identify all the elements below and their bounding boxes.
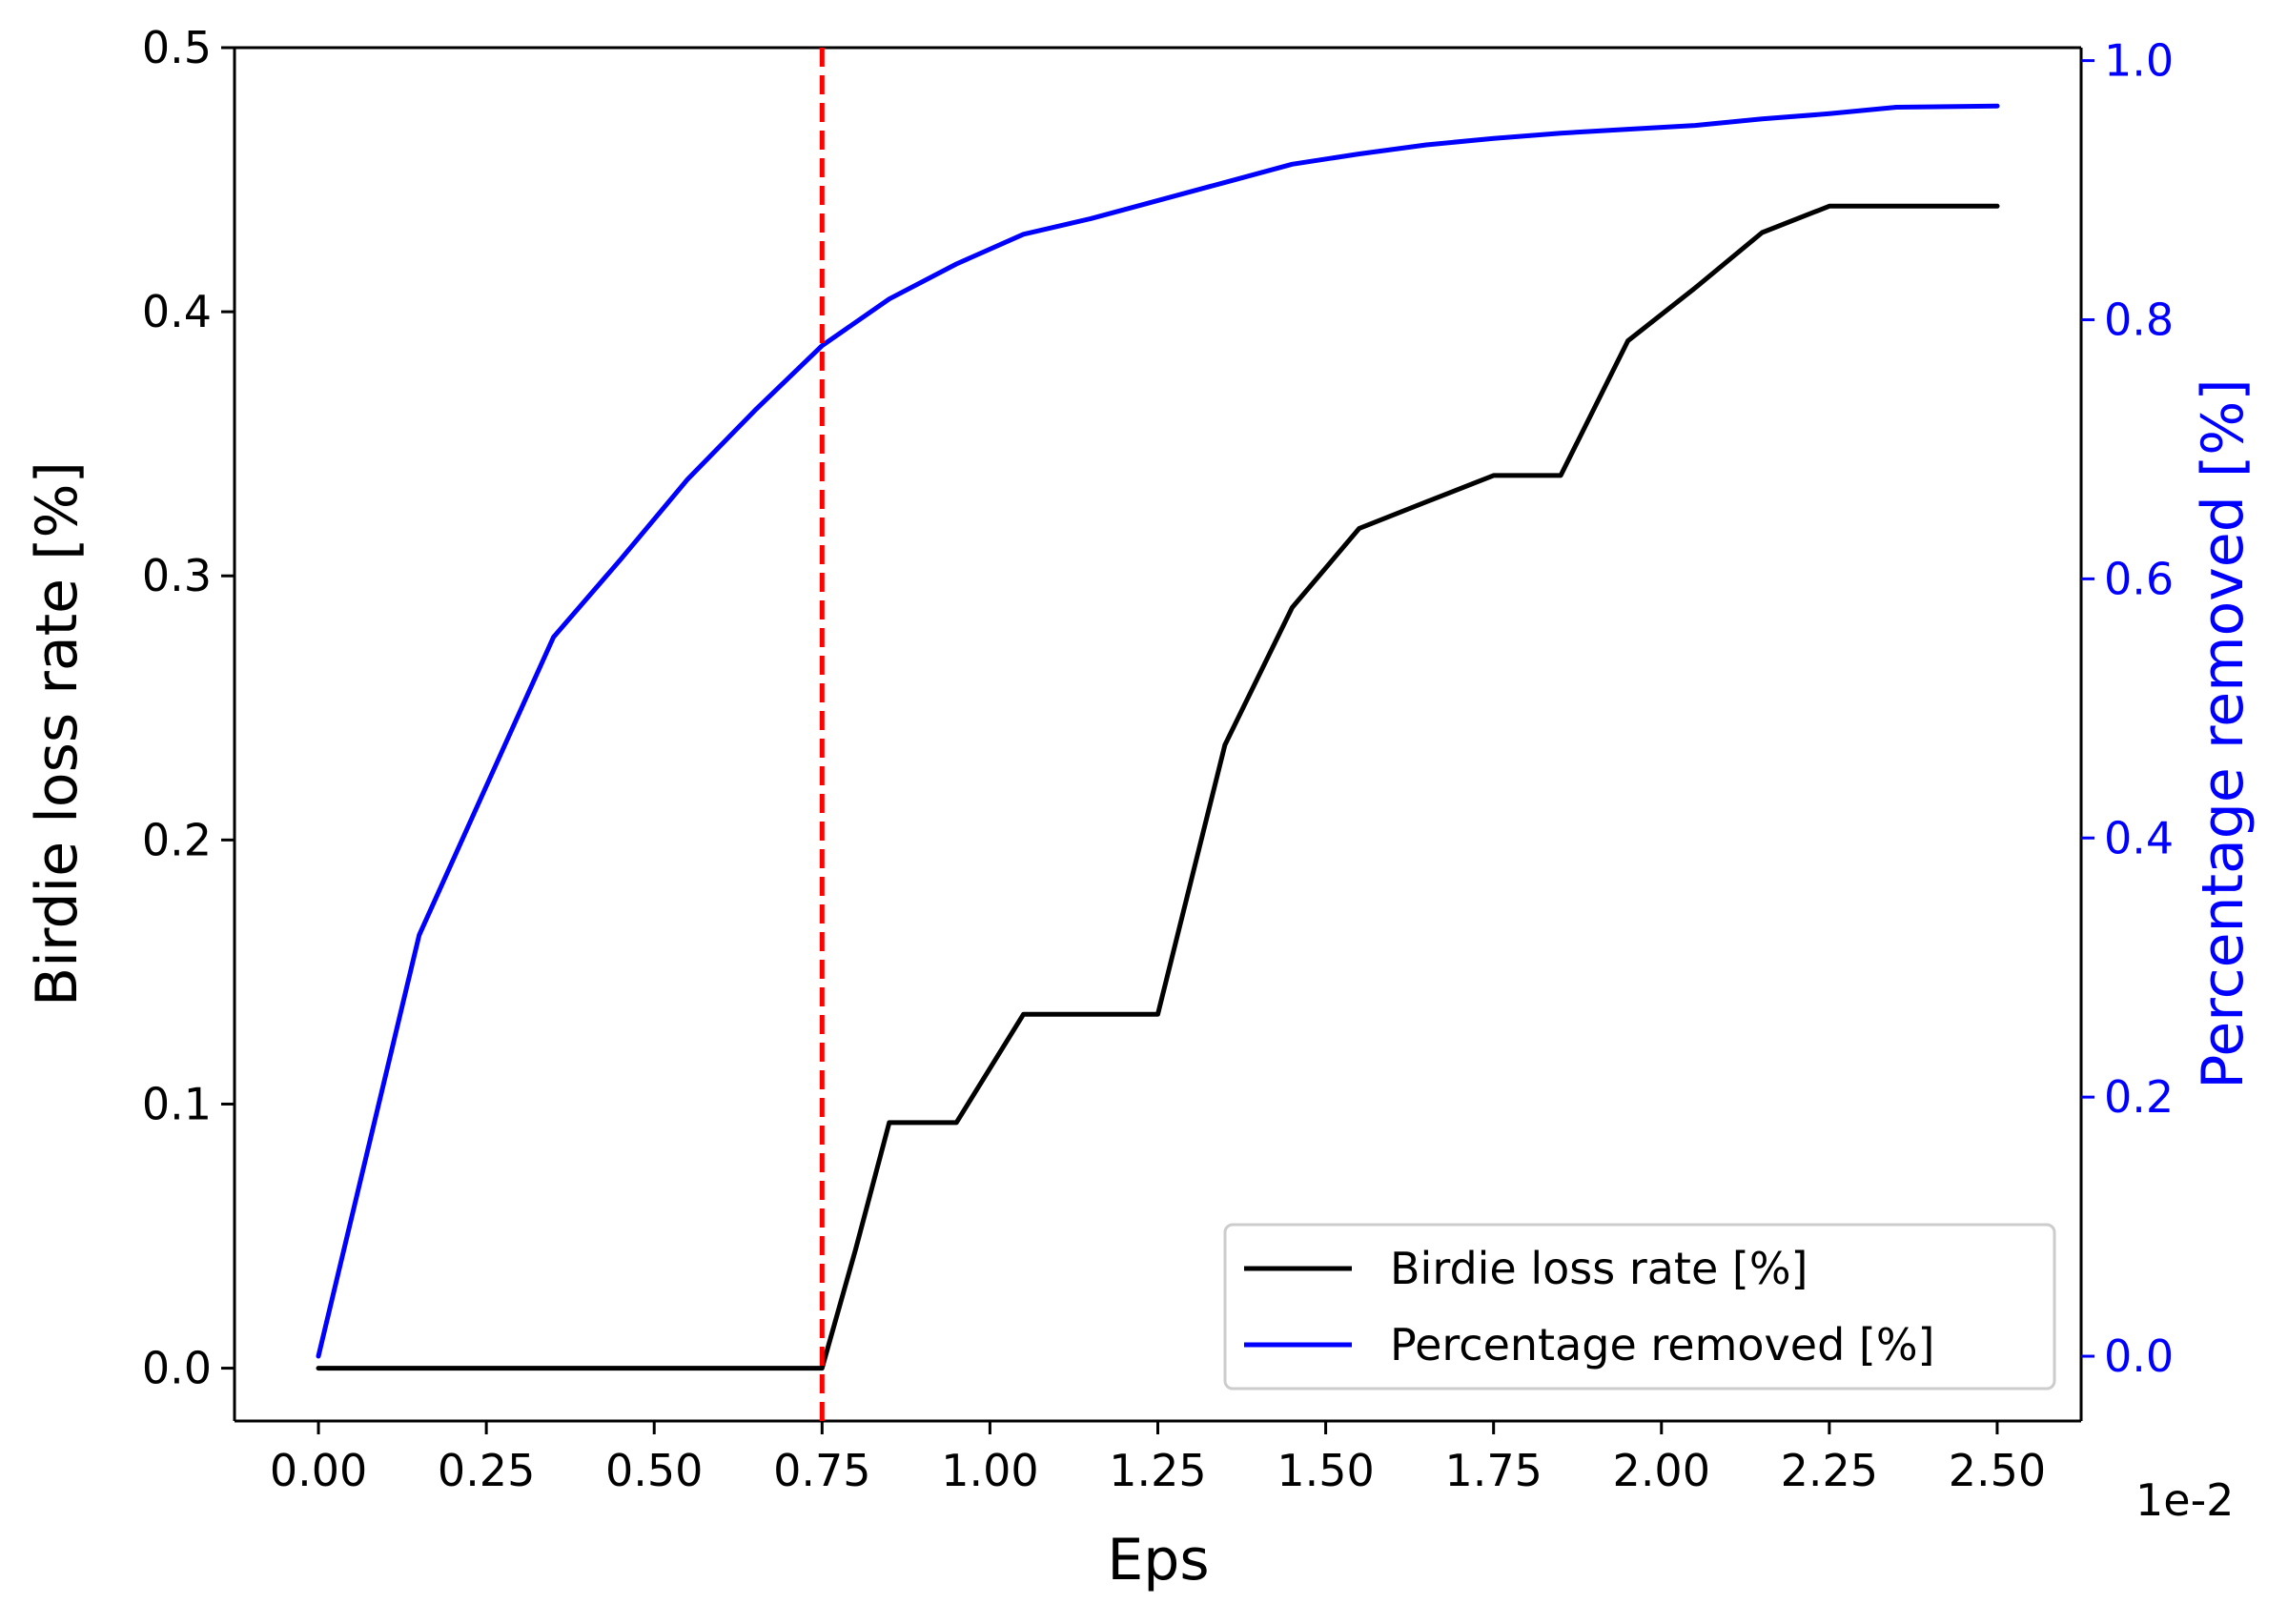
x-tick-label: 1.00 (941, 1445, 1038, 1496)
left-y-tick-label: 0.1 (142, 1078, 212, 1129)
right-y-tick-label: 0.4 (2104, 812, 2174, 863)
x-tick-label: 1.50 (1277, 1445, 1374, 1496)
right-y-axis-label: Percentage removed [%] (2190, 378, 2257, 1088)
x-tick-label: 0.50 (605, 1445, 703, 1496)
x-axis-offset-label: 1e-2 (2135, 1474, 2234, 1526)
x-tick-label: 0.00 (270, 1445, 367, 1496)
right-y-tick-label: 0.2 (2104, 1071, 2174, 1123)
left-y-tick-label: 0.5 (142, 22, 212, 73)
axes-layer (233, 46, 2083, 1423)
x-tick-label: 0.75 (773, 1445, 870, 1496)
left-y-tick-label: 0.4 (142, 286, 212, 337)
x-tick-label: 2.25 (1781, 1445, 1878, 1496)
x-tick-label: 2.50 (1949, 1445, 2046, 1496)
left-y-tick-label: 0.3 (142, 550, 212, 601)
legend-label-percentage-removed: Percentage removed [%] (1390, 1319, 1935, 1370)
legend: Birdie loss rate [%] Percentage removed … (1223, 1223, 2056, 1391)
left-y-tick-label: 0.2 (142, 814, 212, 865)
birdie-loss-rate-line (316, 203, 2000, 1371)
right-y-tick-label: 0.8 (2104, 294, 2174, 345)
ticks-layer: 0.00 0.25 0.50 0.75 1.00 1.25 1.50 1.75 2.00 2.25… (142, 22, 2174, 1496)
x-tick-label: 2.00 (1613, 1445, 1710, 1496)
percentage-removed-line (316, 103, 2000, 1359)
legend-frame (1223, 1223, 2056, 1391)
left-y-tick-label: 0.0 (142, 1343, 212, 1394)
x-axis-label: Eps (1107, 1527, 1209, 1594)
x-tick-label: 1.25 (1109, 1445, 1206, 1496)
right-y-tick-label: 0.0 (2104, 1330, 2174, 1382)
labels-layer: Eps 1e-2 Birdie loss rate [%] Percentage… (24, 378, 2257, 1594)
right-y-tick-label: 0.6 (2104, 553, 2174, 604)
legend-label-birdie-loss: Birdie loss rate [%] (1390, 1243, 1808, 1294)
x-tick-label: 0.25 (438, 1445, 535, 1496)
left-y-axis-label: Birdie loss rate [%] (24, 461, 91, 1006)
data-layer (316, 48, 2000, 1421)
x-tick-label: 1.75 (1444, 1445, 1542, 1496)
right-y-tick-label: 1.0 (2104, 35, 2174, 87)
